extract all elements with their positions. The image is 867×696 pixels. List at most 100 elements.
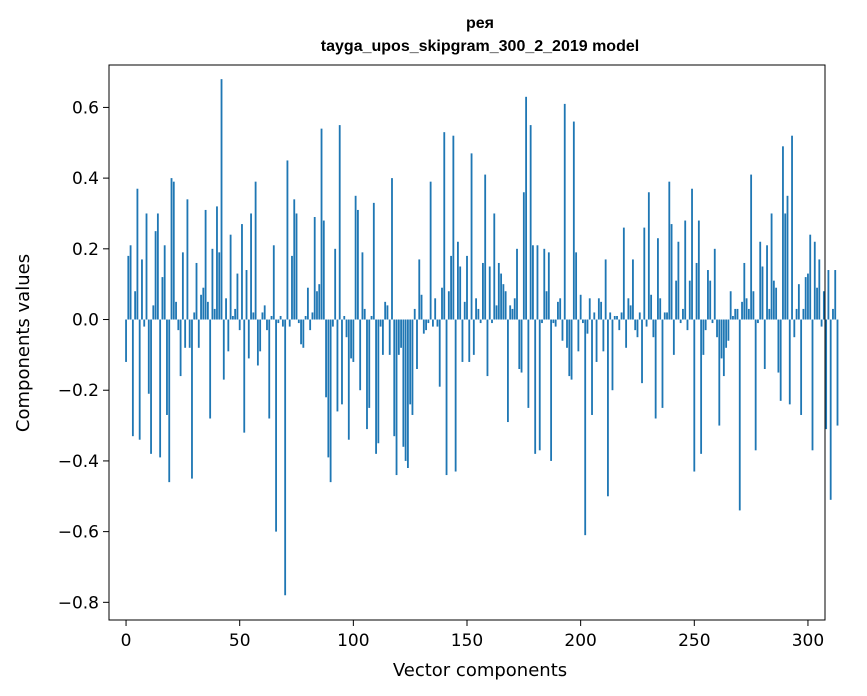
y-tick-label: 0.6 bbox=[72, 98, 99, 118]
bar-116 bbox=[388, 319, 391, 355]
bar-37 bbox=[209, 319, 212, 419]
bar-156 bbox=[479, 319, 482, 324]
bar-299 bbox=[804, 277, 807, 320]
bar-163 bbox=[495, 305, 498, 320]
bar-280 bbox=[761, 266, 764, 320]
bar-247 bbox=[686, 319, 689, 331]
bar-83 bbox=[313, 217, 316, 320]
bar-86 bbox=[320, 128, 323, 320]
y-tick-label: 0.0 bbox=[72, 311, 99, 331]
bar-101 bbox=[354, 195, 357, 320]
bar-102 bbox=[356, 209, 359, 320]
bar-57 bbox=[254, 181, 257, 320]
bar-296 bbox=[797, 284, 800, 320]
bar-74 bbox=[293, 199, 296, 320]
bar-62 bbox=[266, 319, 268, 331]
bar-67 bbox=[277, 319, 280, 324]
bar-98 bbox=[347, 319, 350, 440]
bar-301 bbox=[809, 234, 812, 320]
bar-206 bbox=[593, 312, 596, 320]
bar-71 bbox=[286, 160, 289, 320]
bar-180 bbox=[534, 319, 537, 454]
x-axis-label: Vector components bbox=[393, 660, 567, 681]
bar-92 bbox=[334, 248, 337, 320]
bar-123 bbox=[404, 319, 407, 461]
bar-158 bbox=[484, 174, 487, 320]
bar-153 bbox=[472, 319, 475, 355]
bar-93 bbox=[336, 319, 339, 412]
x-tick-label: 200 bbox=[564, 631, 596, 651]
y-tick-label: −0.6 bbox=[58, 523, 99, 543]
bar-175 bbox=[522, 192, 525, 320]
bar-144 bbox=[452, 135, 455, 320]
bar-251 bbox=[695, 262, 698, 320]
bar-65 bbox=[272, 245, 275, 320]
bar-44 bbox=[225, 298, 227, 320]
bar-184 bbox=[543, 248, 546, 320]
bar-35 bbox=[204, 209, 207, 320]
bar-287 bbox=[777, 319, 780, 373]
bar-29 bbox=[191, 319, 193, 479]
bar-246 bbox=[684, 220, 687, 320]
bar-24 bbox=[179, 319, 182, 377]
bar-5 bbox=[136, 188, 139, 320]
bar-115 bbox=[386, 305, 389, 320]
bar-227 bbox=[641, 319, 643, 384]
bar-166 bbox=[502, 284, 505, 320]
bar-89 bbox=[327, 319, 330, 458]
bar-27 bbox=[186, 199, 189, 320]
bar-291 bbox=[786, 195, 789, 320]
bar-268 bbox=[734, 308, 737, 320]
bar-272 bbox=[743, 262, 746, 320]
bar-213 bbox=[609, 312, 612, 320]
bar-121 bbox=[400, 319, 402, 348]
bar-191 bbox=[559, 298, 562, 320]
bar-119 bbox=[395, 319, 398, 476]
y-tick-label: 0.2 bbox=[72, 240, 99, 260]
bar-186 bbox=[547, 252, 550, 320]
bar-60 bbox=[261, 312, 264, 320]
bar-242 bbox=[675, 280, 678, 320]
bar-146 bbox=[457, 241, 459, 320]
bar-34 bbox=[202, 287, 205, 320]
bar-79 bbox=[304, 315, 307, 320]
bar-281 bbox=[763, 319, 766, 370]
chart-title-line1: рея bbox=[466, 15, 494, 32]
bar-313 bbox=[836, 319, 839, 426]
bar-110 bbox=[375, 319, 377, 454]
bar-237 bbox=[663, 312, 666, 320]
bar-43 bbox=[222, 319, 225, 380]
bar-239 bbox=[668, 181, 671, 320]
bar-232 bbox=[652, 319, 655, 338]
bar-91 bbox=[331, 319, 334, 327]
bar-33 bbox=[200, 294, 202, 320]
bar-307 bbox=[822, 291, 825, 320]
bar-99 bbox=[350, 319, 352, 359]
bar-309 bbox=[827, 270, 830, 320]
bar-196 bbox=[570, 319, 573, 380]
y-axis-ticks: −0.8 −0.6 −0.4 −0.2 0.0 0.2 0.4 0.6 bbox=[58, 98, 109, 613]
bar-170 bbox=[511, 308, 514, 320]
bar-124 bbox=[406, 319, 409, 468]
bar-276 bbox=[752, 291, 755, 320]
bar-177 bbox=[527, 319, 530, 408]
bar-130 bbox=[420, 294, 423, 320]
bar-283 bbox=[768, 308, 771, 320]
bar-54 bbox=[247, 319, 250, 359]
bar-174 bbox=[520, 319, 523, 373]
bar-61 bbox=[263, 305, 266, 320]
bar-267 bbox=[732, 315, 734, 320]
bar-182 bbox=[538, 319, 541, 451]
bar-165 bbox=[500, 273, 503, 320]
bar-224 bbox=[634, 319, 637, 331]
bar-117 bbox=[391, 178, 393, 320]
bar-209 bbox=[600, 301, 603, 320]
bar-140 bbox=[443, 132, 446, 320]
bar-88 bbox=[325, 319, 327, 398]
bar-78 bbox=[302, 319, 305, 348]
bar-312 bbox=[834, 270, 837, 320]
bar-40 bbox=[216, 206, 218, 320]
bar-36 bbox=[206, 301, 209, 320]
bar-126 bbox=[411, 319, 414, 415]
y-tick-label: −0.4 bbox=[58, 452, 99, 472]
